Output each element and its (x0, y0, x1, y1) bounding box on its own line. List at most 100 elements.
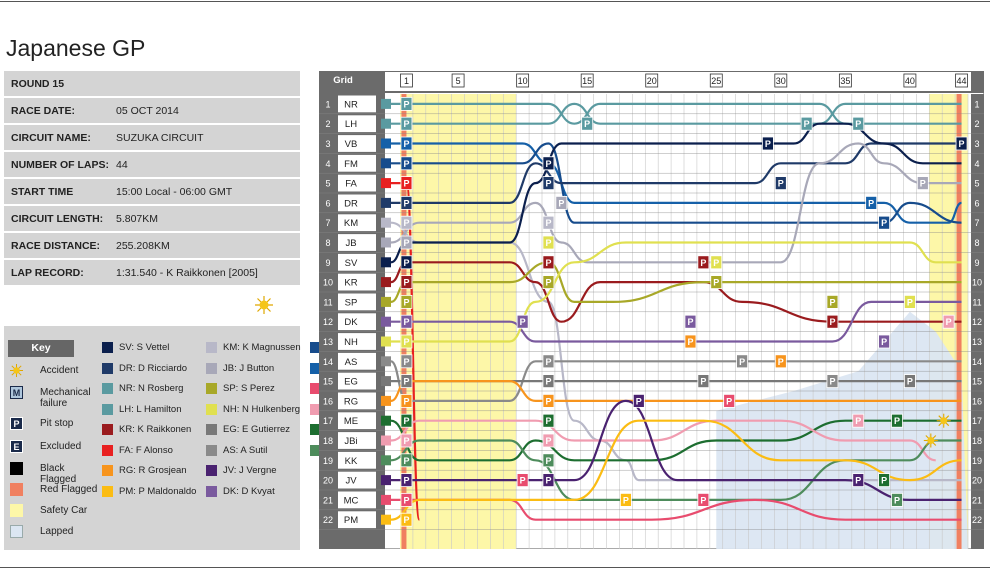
grid-label-box (338, 511, 376, 529)
position-number-left: 6 (325, 198, 330, 208)
red-flag-icon (10, 483, 23, 496)
pit-stop-marker (542, 473, 555, 488)
series-line-vb (391, 142, 962, 224)
driver-swatch (206, 362, 217, 374)
series-line-kr (390, 261, 962, 323)
pit-stop-glyph: P (545, 278, 551, 288)
lap-tick-box (451, 73, 465, 88)
position-number-right: 5 (974, 179, 979, 189)
position-number-right: 4 (974, 159, 979, 169)
pit-stop-marker (710, 255, 723, 270)
pit-stop-marker (865, 196, 878, 210)
driver-swatch (206, 485, 217, 497)
pit-stop-glyph: P (545, 377, 551, 387)
info-row: RACE DISTANCE: 255.208KM (4, 233, 300, 258)
bottom-rule (0, 567, 990, 568)
grid-driver-swatch (381, 257, 391, 268)
lap-tick-label: 20 (647, 76, 657, 86)
pit-stop-marker (697, 255, 710, 270)
pit-stop-glyph: P (403, 139, 409, 149)
driver-swatch (102, 465, 113, 476)
driver-key-label: NH: N Hulkenberg (223, 403, 301, 415)
grid-driver-code: JBi (344, 436, 357, 447)
grid-driver-swatch (381, 415, 391, 426)
driver-swatch (206, 383, 217, 394)
pit-stop-marker (736, 354, 748, 369)
info-label: RACE DATE: (11, 105, 75, 117)
pit-stop-glyph: P (545, 258, 551, 268)
key-item-label: Accident (40, 365, 79, 376)
pit-stop-marker (400, 492, 413, 507)
position-number-right: 1 (974, 99, 979, 109)
position-number-left: 8 (325, 238, 330, 248)
key-item-label: Pit stop (40, 418, 74, 429)
lap-tick-box (400, 73, 413, 88)
lap-tick-label: 10 (518, 76, 528, 86)
pit-stop-marker (697, 492, 710, 507)
position-number-left: 4 (325, 159, 330, 169)
grid-driver-swatch (381, 376, 391, 387)
driver-key-label: JV: J Vergne (223, 465, 277, 476)
series-line-sp (390, 261, 962, 303)
grid-driver-code: RG (344, 396, 358, 407)
pit-stop-glyph: P (545, 179, 551, 189)
pit-stop-glyph: P (403, 416, 409, 426)
driver-key-label: AS: A Sutil (223, 444, 268, 456)
position-number-right: 2 (974, 119, 979, 129)
key-item-label: Black Flagged (40, 463, 77, 485)
pit-stop-marker (400, 433, 413, 448)
pit-stop-marker (400, 294, 413, 309)
position-number-left: 10 (323, 278, 333, 288)
grid-driver-code: SV (345, 258, 358, 269)
position-number-right: 8 (974, 238, 979, 248)
top-rule (0, 1, 990, 2)
series-line-sv (390, 122, 962, 264)
pit-stop-marker (826, 374, 839, 389)
pit-stop-glyph: P (545, 416, 551, 426)
pit-stop-glyph: P (403, 119, 409, 129)
series-line-jbi (390, 419, 936, 462)
position-number-left: 9 (325, 258, 330, 268)
position-number-left: 17 (323, 416, 333, 426)
pit-stop-glyph: P (920, 179, 926, 189)
driver-swatch (102, 403, 113, 415)
pit-stop-marker (632, 393, 645, 408)
grid-driver-swatch (381, 217, 391, 228)
lap-tick-box (774, 73, 788, 88)
pit-stop-glyph: P (855, 119, 861, 129)
position-number-right: 7 (974, 218, 979, 228)
pit-stop-glyph: P (881, 476, 887, 486)
info-row: ROUND 15 (4, 71, 300, 96)
grid-driver-swatch (381, 455, 391, 466)
grid-driver-swatch (381, 356, 391, 367)
grid-driver-swatch (381, 494, 391, 505)
pit-stop-marker (620, 492, 632, 507)
accident-icon (10, 364, 23, 377)
driver-swatch (310, 444, 321, 456)
grid-driver-code: EG (344, 377, 358, 388)
pit-stop-glyph: P (403, 179, 409, 189)
pit-stop-glyph: P (855, 476, 861, 486)
series-line-as (390, 360, 962, 402)
lap-tick-label: 44 (957, 76, 967, 86)
pit-stop-marker (542, 275, 555, 290)
grid-driver-code: AS (345, 357, 358, 368)
pit-stop-glyph: P (700, 495, 706, 505)
pit-stop-marker (400, 96, 413, 111)
series-line-dr (390, 142, 962, 205)
driver-swatch (206, 424, 217, 435)
lap-tick-box (709, 73, 723, 88)
pit-stop-marker (400, 354, 413, 369)
pit-stop-marker (826, 314, 839, 329)
lap-tick-box (580, 73, 594, 88)
driver-key-label: FA: F Alonso (119, 444, 173, 456)
pit-stop-glyph: P (545, 476, 551, 486)
grid-label-box (338, 115, 376, 133)
info-label: NUMBER OF LAPS: (11, 159, 109, 171)
position-number-right: 13 (972, 337, 982, 347)
driver-swatch (310, 424, 321, 435)
pit-stop-marker (955, 136, 968, 151)
pit-stop-marker (542, 235, 555, 250)
pit-stop-marker (684, 314, 697, 329)
pit-stop-marker (878, 215, 890, 230)
